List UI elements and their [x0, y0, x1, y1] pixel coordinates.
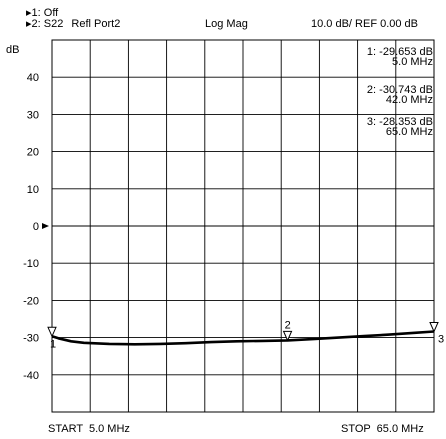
marker-2-number: 2: — [366, 84, 377, 96]
marker-3-value: -28.353 dB — [379, 116, 433, 128]
marker-triangle-1 — [47, 326, 57, 338]
trace2-header: ▸2: S22 Refl Port2 — [26, 19, 120, 30]
trace-layer — [51, 330, 435, 346]
trace1-indicator-icon: ▸ — [26, 7, 32, 19]
start-frequency-label: START 5.0 MHz — [48, 423, 130, 435]
scale-label: 10.0 dB/ REF 0.00 dB — [311, 18, 419, 30]
marker-readout-2: 2: -30.743 dB 42.0 MHz — [328, 84, 433, 106]
marker-triangle-3 — [429, 321, 439, 333]
y-tick-label: 30 — [27, 109, 39, 121]
marker-3-freq: 65.0 MHz — [385, 126, 433, 138]
y-tick-label: 40 — [27, 72, 39, 84]
trace-s22-line — [51, 330, 435, 346]
grid — [51, 39, 435, 413]
reference-level-arrow-icon — [42, 223, 49, 229]
y-tick-labels: 40 30 20 10 0 -10 -20 -30 -40 — [23, 72, 49, 382]
trace1-header: ▸1: Off — [26, 8, 58, 19]
marker-3-number: 3: — [366, 116, 377, 128]
y-tick-label: -30 — [23, 333, 39, 345]
y-tick-label: -10 — [23, 258, 39, 270]
y-axis-unit-label: dB — [6, 44, 19, 56]
trace1-label: 1: Off — [31, 7, 59, 19]
marker-1-freq: 5.0 MHz — [392, 56, 433, 68]
stop-frequency-label: STOP 65.0 MHz — [341, 423, 424, 435]
marker-label-2: 2 — [285, 319, 291, 331]
trace2-label: 2: S22 — [31, 18, 64, 30]
trace2-indicator-icon: ▸ — [26, 18, 32, 30]
marker-readout-1: 1: -29.653 dB 5.0 MHz — [328, 46, 433, 68]
marker-triangle-2 — [282, 330, 293, 342]
y-tick-label: 10 — [27, 184, 39, 196]
y-tick-label: 0 — [33, 221, 39, 233]
y-tick-label: -20 — [23, 295, 39, 307]
y-tick-label: -40 — [23, 370, 39, 382]
marker-1-value: -29.653 dB — [379, 46, 433, 58]
marker-layer: 1 2 3 — [47, 319, 444, 350]
marker-1-number: 1: — [366, 46, 377, 58]
format-label: Log Mag — [205, 18, 248, 30]
trace2-description: Refl Port2 — [71, 18, 121, 30]
y-tick-label: 20 — [27, 147, 39, 159]
marker-readout-3: 3: -28.353 dB 65.0 MHz — [328, 116, 433, 138]
marker-label-3: 3 — [438, 333, 444, 345]
marker-label-1: 1 — [50, 338, 56, 350]
marker-2-value: -30.743 dB — [379, 84, 433, 96]
marker-2-freq: 42.0 MHz — [385, 94, 433, 106]
